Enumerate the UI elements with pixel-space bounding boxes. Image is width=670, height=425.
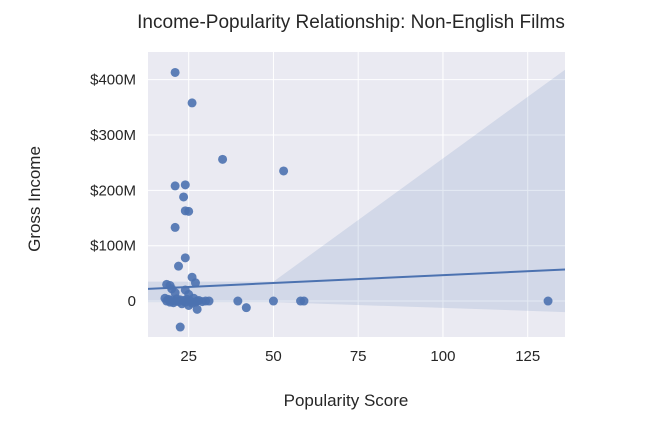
data-point: [190, 278, 200, 288]
regression-line: [148, 268, 565, 290]
data-point: [299, 296, 309, 306]
data-point: [175, 322, 185, 332]
y-tick-label: 0: [128, 293, 136, 310]
y-tick-label: $300M: [90, 127, 136, 144]
y-axis-label: Gross Income: [25, 146, 44, 252]
data-point: [543, 296, 553, 306]
x-tick-label: 50: [265, 348, 282, 365]
y-tick-label: $100M: [90, 238, 136, 255]
data-point: [233, 296, 243, 306]
x-tick-label: 25: [180, 348, 197, 365]
data-point: [179, 192, 189, 202]
x-tick-labels: 25 50 75 100 125: [180, 348, 540, 365]
data-point: [174, 261, 184, 271]
data-point: [218, 154, 228, 164]
data-point: [184, 206, 194, 216]
y-tick-labels: 0 $100M $200M $300M $400M: [90, 72, 136, 310]
y-tick-label: $400M: [90, 72, 136, 89]
y-tick-label: $200M: [90, 182, 136, 199]
data-point: [170, 181, 180, 191]
data-point: [204, 296, 214, 306]
confidence-band-area: [148, 69, 565, 313]
data-point: [170, 222, 180, 232]
x-tick-label: 100: [430, 348, 455, 365]
x-tick-label: 125: [515, 348, 540, 365]
data-point: [192, 304, 202, 314]
x-axis-label: Popularity Score: [284, 391, 409, 410]
chart-title: Income-Popularity Relationship: Non-Engl…: [137, 12, 565, 33]
regression-line-path: [148, 268, 565, 290]
data-point: [180, 253, 190, 263]
data-point: [187, 98, 197, 108]
confidence-band: [148, 69, 565, 313]
data-points: [160, 67, 553, 332]
x-tick-label: 75: [350, 348, 367, 365]
plot-area: [148, 52, 565, 337]
data-point: [279, 166, 289, 176]
data-point: [268, 296, 278, 306]
data-point: [241, 303, 251, 313]
data-point: [180, 180, 190, 190]
gridlines: [148, 52, 565, 337]
data-point: [170, 67, 180, 77]
